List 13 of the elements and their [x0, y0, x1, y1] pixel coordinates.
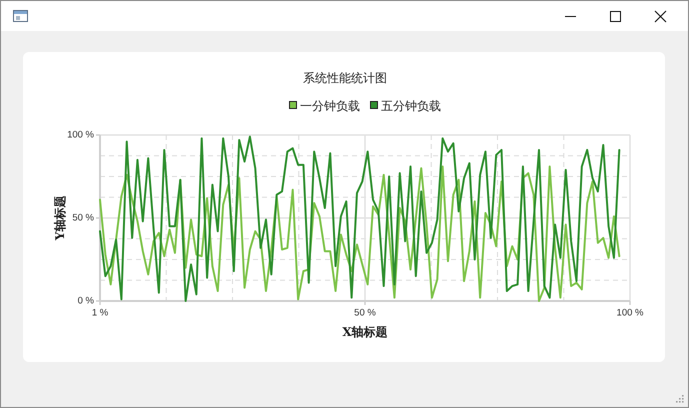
- y-axis-title: Y轴标题: [53, 196, 67, 242]
- y-tick-label: 50 %: [72, 212, 95, 224]
- y-tick-label: 0 %: [78, 296, 95, 306]
- y-tick-label: 100 %: [67, 130, 95, 140]
- x-axis-title: X轴标题: [342, 325, 388, 339]
- x-tick-label: 100 %: [616, 308, 644, 318]
- legend-label: 五分钟负载: [381, 99, 441, 113]
- line-series: [99, 166, 620, 302]
- line-series: [99, 136, 620, 302]
- chart-title: 系统性能统计图: [303, 71, 387, 85]
- x-tick-label: 1 %: [92, 308, 109, 318]
- legend-label: 一分钟负载: [300, 99, 360, 113]
- x-tick-label: 50 %: [354, 308, 376, 318]
